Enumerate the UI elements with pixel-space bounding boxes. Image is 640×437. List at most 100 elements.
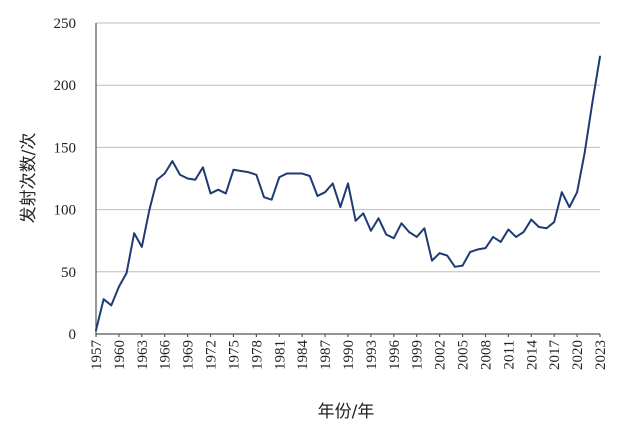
data-point-2015	[538, 226, 540, 228]
data-point-2001	[431, 259, 433, 262]
x-tick-label: 2011	[501, 340, 517, 369]
data-point-1973	[217, 188, 219, 191]
data-point-2005	[461, 264, 464, 267]
x-tick-labels: 1957 1960 1963 1966 1969 1972 1975 1978 1981 1984…	[89, 340, 609, 371]
x-tick-label: 2014	[524, 340, 540, 371]
data-point-1975	[232, 168, 235, 171]
x-tick-label: 1990	[341, 340, 357, 370]
data-point-2019	[568, 206, 571, 208]
data-point-1970	[194, 178, 197, 181]
x-tick-label: 2023	[593, 340, 609, 370]
data-point-2004	[454, 266, 456, 268]
data-point-1977	[247, 171, 250, 174]
x-tick-label: 1960	[112, 340, 128, 370]
data-point-1990	[347, 182, 349, 185]
x-tick-label: 1993	[364, 340, 380, 370]
data-point-2020	[576, 191, 578, 193]
x-tick-label: 1996	[387, 340, 403, 371]
data-point-2008	[484, 247, 487, 249]
data-point-1979	[263, 196, 265, 198]
data-point-1961	[125, 272, 128, 274]
x-tick-label: 2008	[478, 340, 494, 370]
data-point-2006	[469, 251, 471, 253]
data-point-2017	[553, 221, 555, 223]
data-point-1963	[141, 246, 143, 248]
data-point-1969	[186, 177, 189, 180]
x-tick-label: 1972	[204, 340, 220, 370]
y-tick-label: 200	[54, 78, 77, 94]
data-point-2016	[545, 227, 548, 230]
data-point-2023	[599, 55, 601, 58]
data-point-1968	[179, 173, 181, 176]
data-point-1972	[209, 192, 212, 195]
data-point-1998	[408, 231, 410, 233]
data-point-1981	[278, 176, 281, 179]
data-point-1982	[286, 172, 288, 175]
y-axis-title: 发射次数/次	[19, 133, 39, 224]
data-point-1997	[400, 222, 403, 225]
data-point-1976	[240, 170, 242, 172]
data-point-1964	[148, 208, 151, 211]
data-point-1991	[354, 219, 357, 222]
data-point-1986	[316, 195, 319, 197]
x-tick-label: 1984	[295, 340, 311, 371]
series-line	[95, 55, 601, 332]
data-point-1960	[118, 285, 120, 288]
data-point-1983	[293, 172, 296, 175]
data-point-1958	[102, 298, 105, 300]
data-point-1992	[362, 212, 365, 215]
y-tick-label: 250	[54, 16, 77, 32]
data-point-2002	[438, 252, 441, 254]
axes	[95, 23, 601, 337]
data-point-1993	[370, 229, 372, 232]
data-point-1967	[171, 160, 174, 162]
data-point-2013	[522, 231, 525, 233]
data-point-1974	[225, 192, 227, 195]
data-point-1965	[156, 178, 158, 181]
data-point-2022	[591, 101, 594, 104]
data-point-1959	[110, 304, 113, 307]
data-point-2021	[583, 151, 586, 154]
data-point-2018	[561, 191, 563, 193]
x-tick-label: 1963	[135, 340, 151, 370]
data-point-1989	[339, 206, 342, 208]
data-point-2012	[515, 236, 517, 238]
x-tick-label: 1957	[89, 340, 105, 371]
data-point-2000	[423, 227, 426, 230]
data-point-2014	[530, 218, 533, 221]
data-point-2010	[499, 241, 502, 243]
x-axis-title: 年份/年	[318, 402, 375, 422]
grid-lines	[96, 22, 600, 273]
y-tick-label: 100	[54, 203, 77, 219]
data-point-2011	[507, 228, 510, 231]
x-tick-label: 2005	[456, 340, 472, 370]
x-tick-label: 2002	[433, 340, 449, 370]
x-tick-label: 1969	[181, 340, 197, 370]
data-point-1984	[301, 172, 303, 175]
data-point-1994	[377, 217, 380, 220]
x-tick-label: 1999	[410, 340, 426, 370]
data-point-2007	[477, 248, 479, 251]
data-point-1971	[202, 166, 204, 169]
x-tick-label: 1987	[318, 340, 334, 371]
x-tick-label: 1966	[158, 340, 174, 371]
data-point-1980	[270, 198, 273, 201]
y-tick-labels: 0 50 100 150 200 250	[54, 16, 77, 343]
data-point-2009	[492, 236, 494, 238]
data-point-1988	[331, 182, 334, 185]
x-tick-label: 1981	[272, 340, 288, 370]
y-tick-label: 0	[69, 327, 77, 343]
x-tick-label: 1978	[249, 340, 265, 370]
data-point-1999	[415, 236, 418, 238]
data-point-1957	[95, 329, 97, 332]
data-point-1966	[163, 172, 166, 175]
x-tick-label: 2017	[547, 340, 563, 371]
data-point-1978	[255, 173, 258, 176]
data-point-1962	[133, 232, 135, 235]
data-point-2003	[446, 254, 449, 257]
y-tick-label: 150	[54, 140, 77, 156]
x-tick-label: 1975	[226, 340, 242, 370]
y-tick-label: 50	[61, 265, 76, 281]
x-tick-label: 2020	[570, 340, 586, 370]
